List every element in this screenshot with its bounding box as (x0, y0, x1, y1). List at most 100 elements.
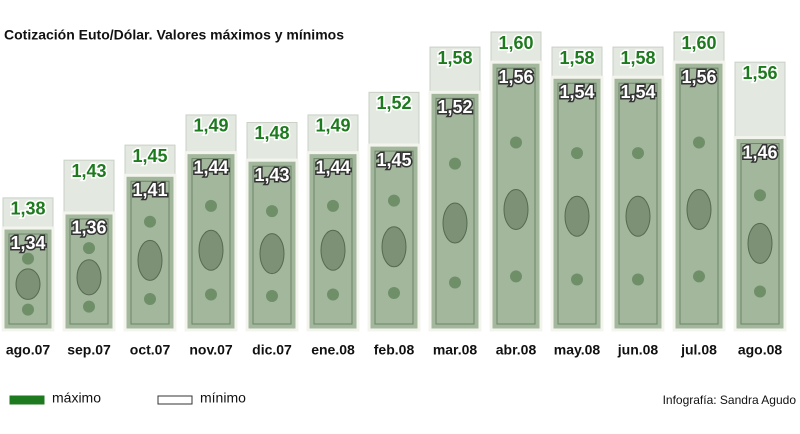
bill-portrait (625, 195, 651, 237)
bill-portrait (320, 229, 346, 271)
bill-portrait (442, 202, 468, 244)
bill-seal (510, 136, 522, 149)
bill-portrait (503, 188, 529, 230)
min-label: 1,46 (742, 142, 777, 162)
x-tick-label: mar.08 (433, 342, 478, 358)
min-bar (367, 143, 421, 332)
bill-seal (571, 147, 583, 160)
bill-seal (693, 270, 705, 283)
min-label: 1,44 (315, 157, 350, 177)
bill-portrait (76, 259, 102, 296)
bill-seal (571, 273, 583, 286)
bill-portrait (564, 195, 590, 237)
bill-seal (22, 303, 34, 316)
max-label: 1,58 (620, 48, 655, 68)
bill-frame (69, 218, 109, 325)
bill-frame (191, 158, 231, 325)
bill-seal (144, 293, 156, 306)
bill-portrait (686, 188, 712, 230)
bill-seal (327, 199, 339, 212)
credit: Infografía: Sandra Agudo (663, 393, 797, 407)
min-label: 1,56 (681, 67, 716, 87)
bill-seal (22, 252, 34, 265)
x-tick-label: ago.07 (6, 342, 51, 358)
bill-frame (374, 150, 414, 325)
legend-label: máximo (52, 390, 101, 406)
x-tick-label: abr.08 (496, 342, 537, 358)
x-tick-label: ago.08 (738, 342, 783, 358)
bill-seal (327, 288, 339, 301)
bill-frame (618, 82, 658, 325)
max-label: 1,58 (437, 48, 472, 68)
min-label: 1,43 (254, 165, 289, 185)
max-label: 1,56 (742, 63, 777, 83)
bill-seal (510, 270, 522, 283)
legend-label: mínimo (200, 390, 246, 406)
legend-swatch (157, 395, 193, 405)
bill-frame (679, 67, 719, 325)
x-tick-label: nov.07 (189, 342, 233, 358)
x-tick-label: jul.08 (680, 342, 717, 358)
bill-frame (557, 82, 597, 325)
bill-seal (449, 157, 461, 170)
x-tick-label: ene.08 (311, 342, 355, 358)
min-bar (428, 90, 482, 332)
bill-portrait (747, 222, 773, 264)
x-tick-label: feb.08 (374, 342, 415, 358)
bill-portrait (15, 268, 41, 300)
bill-seal (632, 273, 644, 286)
bill-frame (740, 143, 780, 325)
bill-seal (266, 290, 278, 303)
bill-frame (130, 180, 170, 325)
bill-seal (449, 276, 461, 289)
legend-swatch (9, 395, 45, 405)
max-label: 1,48 (254, 123, 289, 143)
bill-seal (388, 194, 400, 207)
bill-seal (754, 285, 766, 298)
min-label: 1,44 (193, 157, 228, 177)
max-label: 1,49 (193, 116, 228, 136)
min-label: 1,54 (620, 82, 655, 102)
min-label: 1,54 (559, 82, 594, 102)
x-tick-label: may.08 (554, 342, 601, 358)
chart-title: Cotización Euto/Dólar. Valores máximos y… (4, 27, 344, 43)
bill-portrait (381, 226, 407, 268)
bill-seal (754, 189, 766, 202)
min-label: 1,56 (498, 67, 533, 87)
bill-seal (632, 147, 644, 160)
max-label: 1,58 (559, 48, 594, 68)
min-label: 1,41 (132, 180, 167, 200)
bill-frame (496, 67, 536, 325)
x-tick-label: jun.08 (617, 342, 659, 358)
max-label: 1,38 (10, 199, 45, 219)
bill-portrait (137, 239, 163, 281)
x-tick-label: sep.07 (67, 342, 111, 358)
x-tick-label: dic.07 (252, 342, 292, 358)
bill-seal (388, 287, 400, 300)
bill-frame (252, 165, 292, 325)
max-label: 1,49 (315, 116, 350, 136)
bill-seal (83, 300, 95, 313)
bill-seal (693, 136, 705, 149)
min-label: 1,34 (10, 233, 45, 253)
max-label: 1,52 (376, 93, 411, 113)
max-label: 1,60 (681, 33, 716, 53)
bill-seal (205, 199, 217, 212)
bill-frame (8, 233, 48, 325)
min-label: 1,45 (376, 150, 411, 170)
min-label: 1,52 (437, 97, 472, 117)
max-label: 1,43 (71, 161, 106, 181)
x-tick-label: oct.07 (130, 342, 171, 358)
bill-seal (144, 215, 156, 228)
bill-seal (266, 205, 278, 218)
max-label: 1,60 (498, 33, 533, 53)
bill-portrait (259, 233, 285, 275)
bill-frame (313, 158, 353, 325)
bill-seal (83, 242, 95, 255)
min-label: 1,36 (71, 218, 106, 238)
max-label: 1,45 (132, 146, 167, 166)
bill-frame (435, 97, 475, 325)
bill-seal (205, 288, 217, 301)
bill-portrait (198, 229, 224, 271)
